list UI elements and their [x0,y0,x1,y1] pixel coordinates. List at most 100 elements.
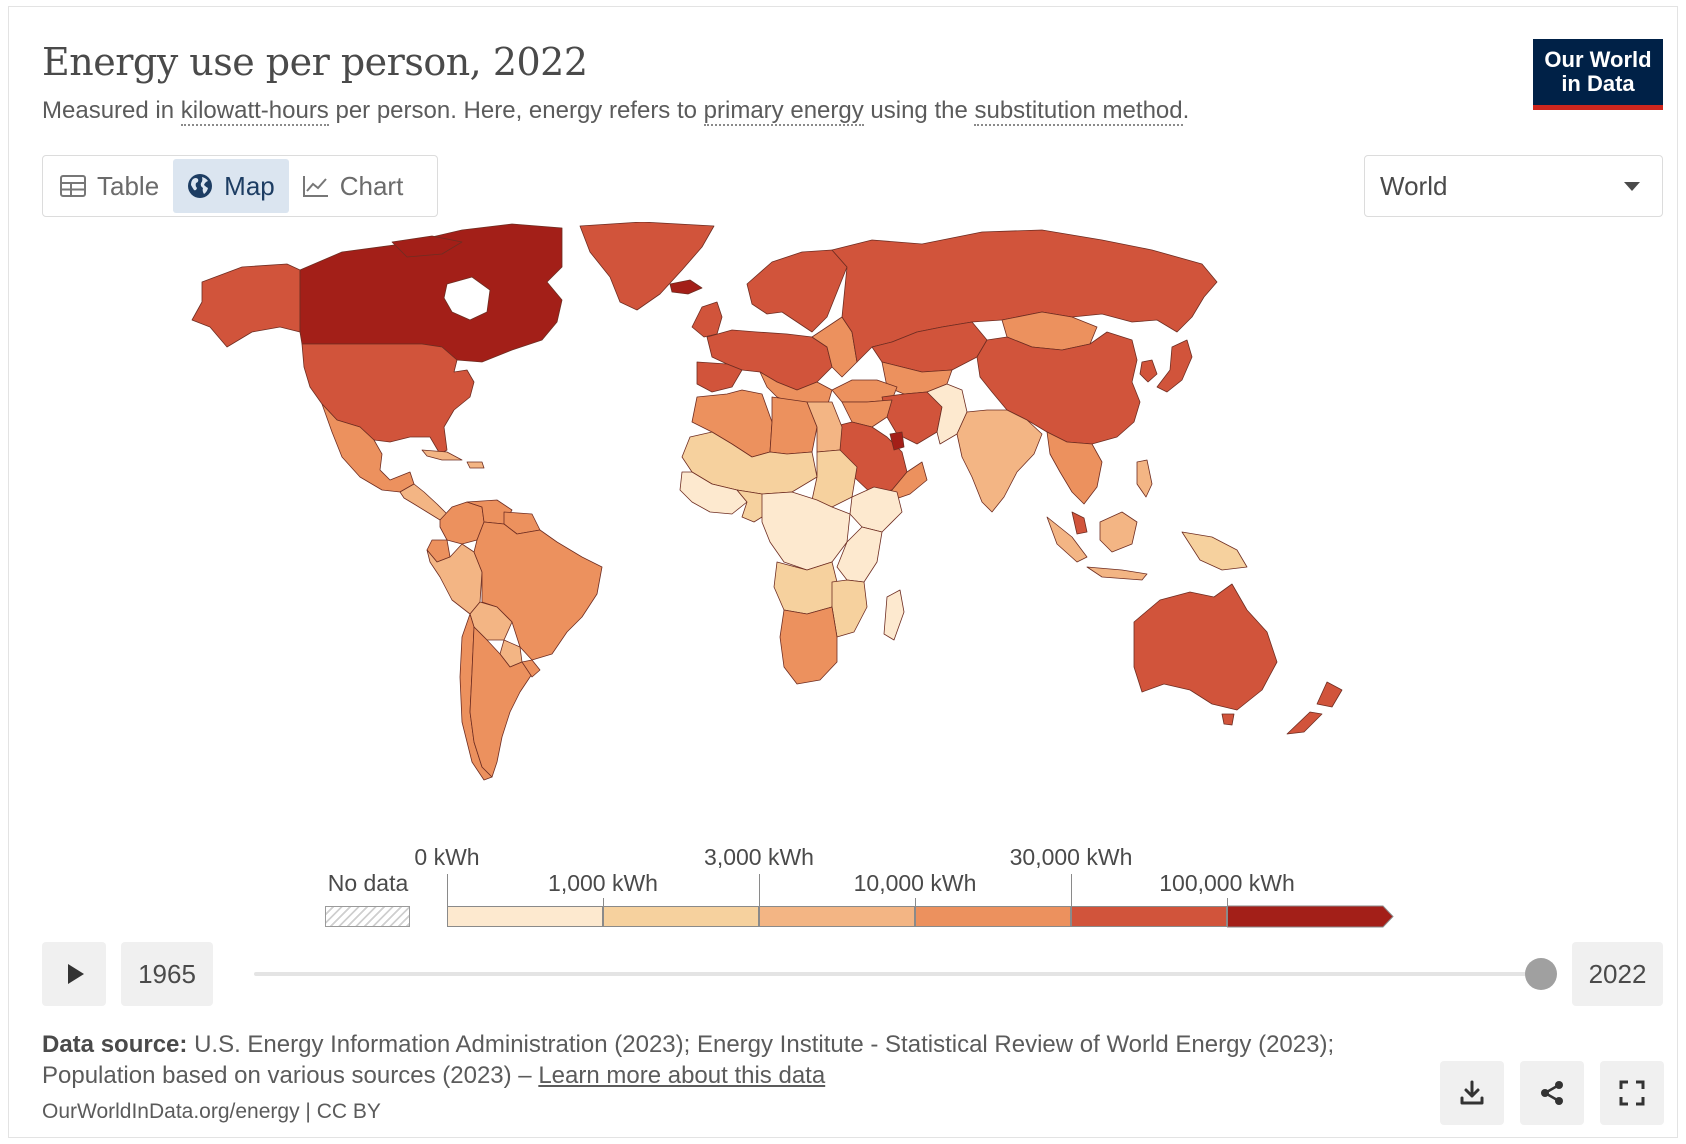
globe-icon [188,174,213,198]
country-mexico [321,403,415,493]
legend-bin-open-ended[interactable] [1227,905,1395,928]
download-icon [1460,1080,1484,1105]
chart-title: Energy use per person, 2022 [42,40,588,84]
line-chart-icon [302,176,328,197]
substitution-method-link[interactable]: substitution method [974,97,1183,126]
region-select[interactable]: World [1364,155,1663,217]
timeline: 1965 2022 [42,942,1663,1006]
country-central-africa [761,491,851,571]
country-peru [426,543,483,615]
timeline-end-year[interactable]: 2022 [1572,942,1663,1006]
legend-label-100000: 100,000 kWh [1159,870,1295,896]
tab-map[interactable]: Map [173,159,289,213]
country-angola-zambia [773,561,838,615]
country-malaysia [1071,511,1088,535]
country-sudan [811,449,858,508]
fullscreen-icon [1619,1080,1645,1106]
timeline-handle[interactable] [1525,958,1557,990]
tab-chart-label: Chart [339,170,404,201]
country-alaska [191,263,301,348]
legend-bin[interactable] [915,906,1071,927]
download-button[interactable] [1440,1061,1504,1125]
legend-tick [447,874,448,906]
country-ethiopia-horn [849,486,903,533]
country-usa [301,343,475,455]
tab-table-label: Table [97,170,160,201]
legend-label-30000: 30,000 kWh [1009,844,1133,870]
legend-no-data-label: No data [327,870,409,896]
country-tasmania [1221,713,1235,726]
country-south-africa [779,606,838,685]
country-madagascar [883,589,905,641]
country-cuba [421,449,463,461]
data-source-label: Data source: [42,1031,188,1058]
country-uruguay [521,659,541,678]
timeline-start-year[interactable]: 1965 [121,942,213,1006]
primary-energy-link[interactable]: primary energy [703,97,864,126]
chevron-down-icon [1624,182,1640,191]
view-tabs: Table Map Chart [42,155,438,217]
legend-label-10000: 10,000 kWh [853,870,977,896]
legend-tick [915,898,916,906]
country-mainland-southeast-asia [1046,431,1103,505]
data-source: Data source: U.S. Energy Information Adm… [42,1029,1362,1091]
country-uk-ireland [691,301,723,338]
legend-label-0: 0 kWh [414,844,480,870]
country-west-africa [679,471,748,515]
legend-tick [1071,874,1072,906]
country-korea [1139,359,1158,383]
country-norway-sweden-finland [746,249,848,333]
play-button[interactable] [42,942,106,1006]
chart-subtitle: Measured in kilowatt-hours per person. H… [42,97,1190,126]
country-iberia [696,361,743,393]
share-button[interactable] [1520,1061,1584,1125]
country-gulf-states [889,431,905,451]
learn-more-link[interactable]: Learn more about this data [538,1062,826,1089]
owid-logo[interactable]: Our World in Data [1533,39,1663,110]
timeline-track[interactable] [254,972,1536,976]
kilowatt-hours-link[interactable]: kilowatt-hours [180,97,329,126]
data-source-text: U.S. Energy Information Administration (… [42,1031,1335,1089]
legend-label-3000: 3,000 kWh [704,844,814,870]
country-japan [1156,339,1193,393]
country-hispaniola [466,461,485,469]
world-map[interactable] [42,222,1442,832]
play-icon [68,964,84,984]
share-icon [1541,1081,1563,1105]
country-greenland [579,222,715,311]
country-brazil [473,521,603,661]
country-east-africa [836,526,883,583]
country-arctic-canada-islands [391,235,463,258]
legend-tick [759,874,760,906]
tab-chart[interactable]: Chart [289,159,418,213]
legend-tick [1227,898,1228,906]
credit-line: OurWorldInData.org/energy | CC BY [42,1100,381,1123]
country-central-america [399,483,448,521]
legend-bin[interactable] [603,906,759,927]
country-argentina [469,626,533,778]
legend-label-1000: 1,000 kWh [548,870,658,896]
country-indonesia-borneo [1099,511,1138,553]
legend-tick [603,898,604,906]
country-mozambique-zimbabwe [831,579,868,638]
country-russia [831,229,1218,363]
map-legend: No data 0 kWh 1,000 kWh 3,000 kWh 10,000… [320,836,1400,928]
tab-map-label: Map [224,170,275,201]
country-indonesia-sumatra [1046,516,1088,563]
legend-bin[interactable] [1071,906,1227,927]
country-australia [1133,583,1278,711]
region-select-value: World [1380,170,1448,201]
country-india [956,409,1043,513]
legend-no-data-swatch[interactable] [325,906,410,927]
legend-bin[interactable] [759,906,915,927]
country-indonesia-java [1086,566,1148,581]
country-new-zealand [1286,681,1343,735]
fullscreen-button[interactable] [1600,1061,1664,1125]
table-icon [60,175,86,197]
legend-bin[interactable] [447,906,603,927]
tab-table[interactable]: Table [46,159,173,213]
country-colombia [439,501,485,545]
country-philippines [1136,459,1153,498]
country-papua [1181,531,1248,571]
country-iceland [669,279,703,295]
